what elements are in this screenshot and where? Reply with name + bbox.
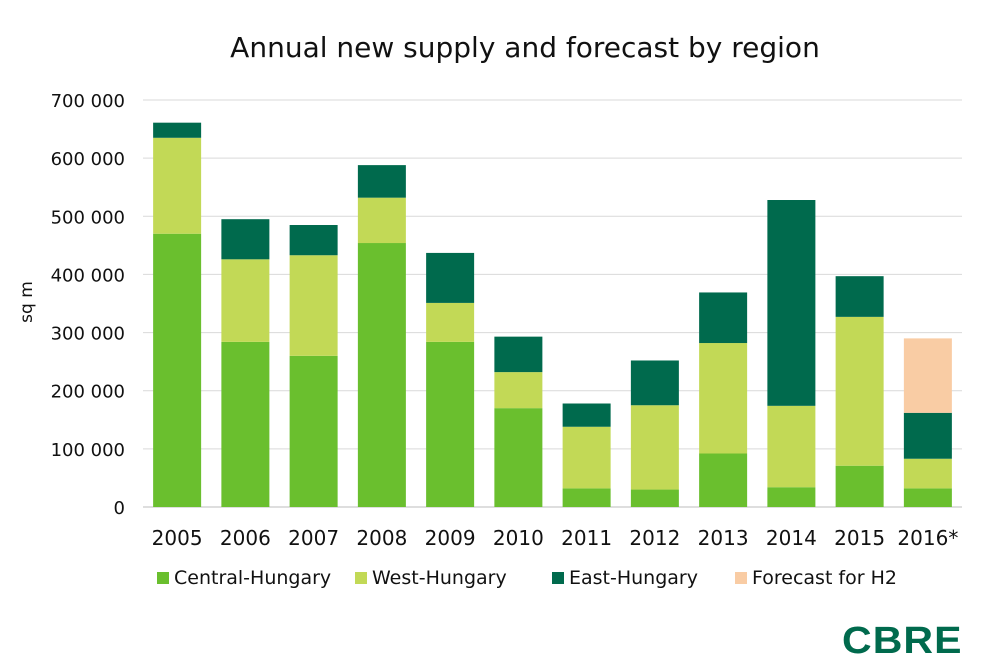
bar-segment [494,408,543,507]
bar-segment [221,341,270,507]
bar-segment [767,487,816,507]
bars [153,122,952,507]
chart-title: Annual new supply and forecast by region [230,31,820,64]
x-tick-label: 2012 [629,526,680,550]
bar-segment [357,165,406,198]
bar-segment [562,403,611,427]
x-tick-label: 2014 [766,526,817,550]
legend-swatch [735,572,747,584]
bar-segment [903,412,952,459]
bar-segment [835,276,884,317]
bar-segment [903,488,952,507]
legend-label: Forecast for H2 [752,567,897,589]
y-axis-label: sq m [17,281,37,323]
bar-segment [357,197,406,244]
bar-segment [767,405,816,488]
x-axis-ticks: 2005 2006 2007 2008 2009 2010 2011 2012 2013 2014… [152,526,959,550]
bar-segment [903,458,952,489]
bar-segment [494,336,543,373]
legend-label: West-Hungary [372,567,507,589]
bar-segment [153,122,202,138]
x-tick-label: 2013 [698,526,749,550]
legend-swatch [552,572,564,584]
bar-segment [630,360,679,406]
y-tick-label: 100 000 [51,440,125,461]
y-tick-label: 600 000 [51,149,125,170]
legend: Central-Hungary West-Hungary East-Hungary F… [157,567,897,589]
legend-swatch [355,572,367,584]
y-tick-label: 0 [114,498,125,519]
bar-segment [153,137,202,234]
x-tick-label: 2015 [834,526,885,550]
bar-segment [699,453,748,507]
bar-segment [153,233,202,507]
y-tick-label: 700 000 [51,91,125,112]
cbre-logo: CBRE [842,620,963,662]
bar-segment [835,316,884,466]
bar-segment [357,243,406,507]
bar-segment [699,343,748,454]
bar-segment [221,219,270,260]
y-tick-label: 300 000 [51,324,125,345]
x-tick-label: 2011 [561,526,612,550]
y-tick-label: 500 000 [51,207,125,228]
y-tick-label: 400 000 [51,265,125,286]
bar-segment [699,292,748,344]
legend-swatch [157,572,169,584]
x-tick-label: 2007 [288,526,339,550]
bar-segment [835,465,884,507]
x-tick-label: 2016* [897,526,958,550]
bar-segment [289,355,338,507]
gridlines [143,99,962,508]
bar-segment [767,200,816,406]
y-tick-label: 200 000 [51,382,125,403]
bar-segment [221,259,270,342]
x-tick-label: 2006 [220,526,271,550]
bar-segment [426,341,475,507]
x-tick-label: 2009 [425,526,476,550]
bar-segment [289,255,338,356]
bar-segment [630,405,679,490]
legend-label: Central-Hungary [174,567,331,589]
legend-label: East-Hungary [569,567,698,589]
y-axis-ticks: 0 100 000 200 000 300 000 400 000 500 000 600 … [51,91,125,519]
bar-segment [426,252,475,303]
x-tick-label: 2008 [356,526,407,550]
bar-segment [289,225,338,256]
x-tick-label: 2005 [152,526,203,550]
x-tick-label: 2010 [493,526,544,550]
bar-segment [562,426,611,489]
bar-segment [494,372,543,409]
bar-segment [426,302,475,342]
bar-segment [903,338,952,413]
bar-segment [630,489,679,507]
bar-segment [562,488,611,507]
